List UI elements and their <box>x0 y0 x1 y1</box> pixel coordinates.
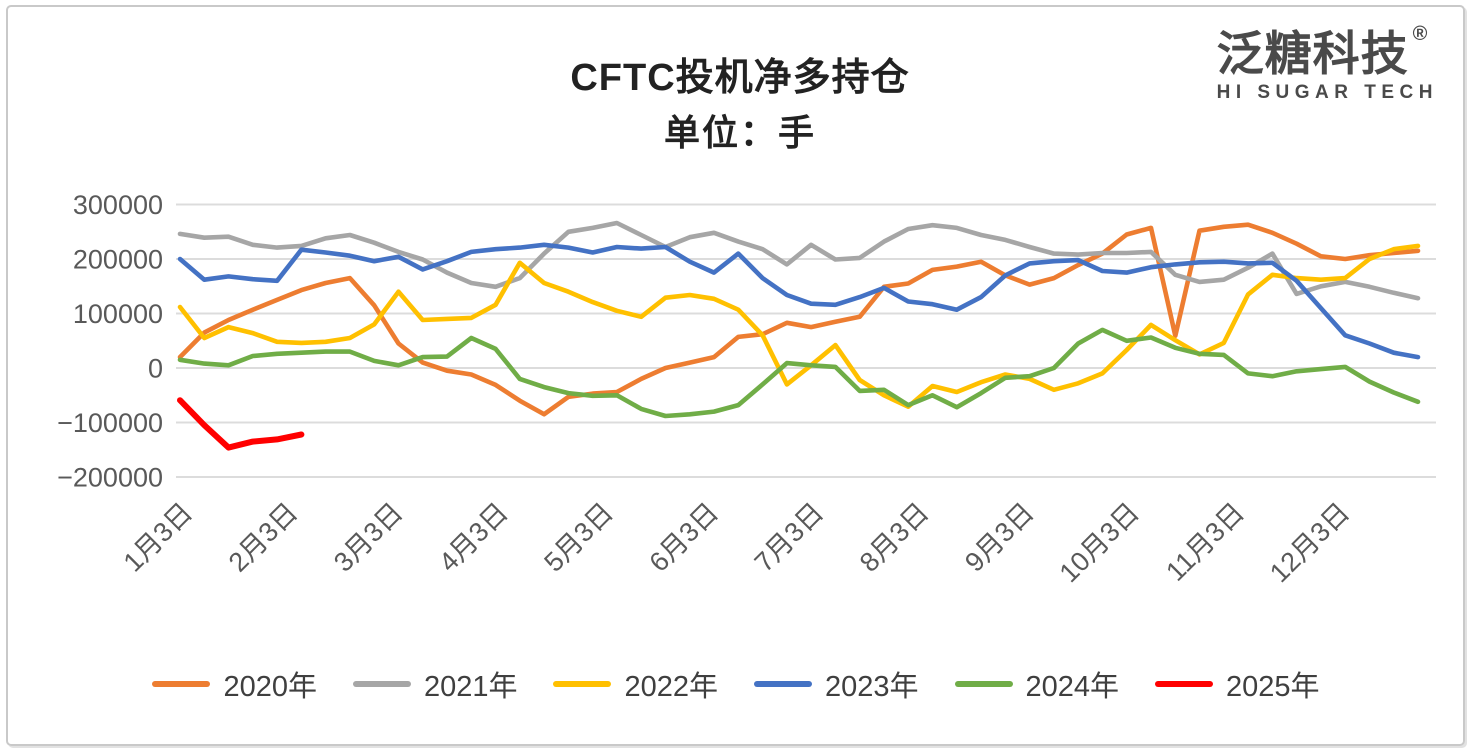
y-axis-tick-label: 300000 <box>73 190 163 220</box>
legend-label: 2020年 <box>223 671 317 703</box>
chart-unit-label: 单位：手 <box>663 112 816 153</box>
chart-legend: 2020年 2021年 2022年 2023年 2024年 2025年 <box>0 663 1472 705</box>
chart-title: CFTC投机净多持仓 <box>570 57 910 99</box>
legend-item-2022: 2022年 <box>553 663 718 705</box>
x-axis-tick-label: 8月3日 <box>854 497 935 578</box>
legend-line-swatch <box>954 681 1013 687</box>
y-axis-tick-label: −100000 <box>57 408 163 438</box>
y-axis-tick-label: −200000 <box>57 463 163 493</box>
legend-label: 2022年 <box>624 671 718 703</box>
legend-label: 2024年 <box>1025 671 1120 703</box>
x-axis-tick-label: 9月3日 <box>959 497 1040 578</box>
series-line-2025 <box>177 397 305 451</box>
legend-label: 2025年 <box>1226 671 1320 703</box>
x-axis-tick-label: 5月3日 <box>538 497 619 578</box>
series-line-2021 <box>177 220 1421 301</box>
x-axis-tick-label: 3月3日 <box>328 497 409 578</box>
x-axis-tick-label: 2月3日 <box>223 497 304 578</box>
legend-item-2025: 2025年 <box>1155 663 1320 705</box>
logo-en-text: HI SUGAR TECH <box>1216 82 1438 103</box>
legend-line-swatch <box>754 681 812 687</box>
series-line-2022 <box>177 243 1421 410</box>
legend-line-swatch <box>352 681 411 687</box>
y-axis-tick-label: 100000 <box>73 299 163 329</box>
legend-line-swatch <box>1155 681 1214 687</box>
series-line-2024 <box>177 327 1421 419</box>
x-axis-tick-label: 10月3日 <box>1054 497 1145 588</box>
series-line-2020 <box>177 222 1421 417</box>
y-axis-tick-label: 200000 <box>73 245 163 275</box>
legend-item-2021: 2021年 <box>352 663 518 705</box>
x-axis-tick-label: 1月3日 <box>118 497 199 578</box>
x-axis-tick-label: 12月3日 <box>1264 497 1355 588</box>
x-axis-tick-label: 7月3日 <box>749 497 830 578</box>
legend-item-2024: 2024年 <box>954 663 1120 705</box>
x-axis-tick-label: 4月3日 <box>433 497 514 578</box>
series-line-2023 <box>177 242 1421 360</box>
legend-label: 2021年 <box>423 671 518 703</box>
brand-logo: 泛糖科技 ® HI SUGAR TECH <box>1216 24 1438 103</box>
logo-cn-text: 泛糖科技 <box>1216 27 1409 80</box>
y-axis-tick-label: 0 <box>148 354 163 384</box>
registered-trademark-icon: ® <box>1412 23 1428 45</box>
x-axis-tick-label: 11月3日 <box>1160 497 1250 587</box>
legend-line-swatch <box>152 681 211 687</box>
x-axis-tick-label: 6月3日 <box>644 497 725 578</box>
legend-line-swatch <box>553 681 612 687</box>
legend-label: 2023年 <box>825 671 919 703</box>
legend-item-2023: 2023年 <box>754 663 919 705</box>
legend-item-2020: 2020年 <box>152 663 317 705</box>
